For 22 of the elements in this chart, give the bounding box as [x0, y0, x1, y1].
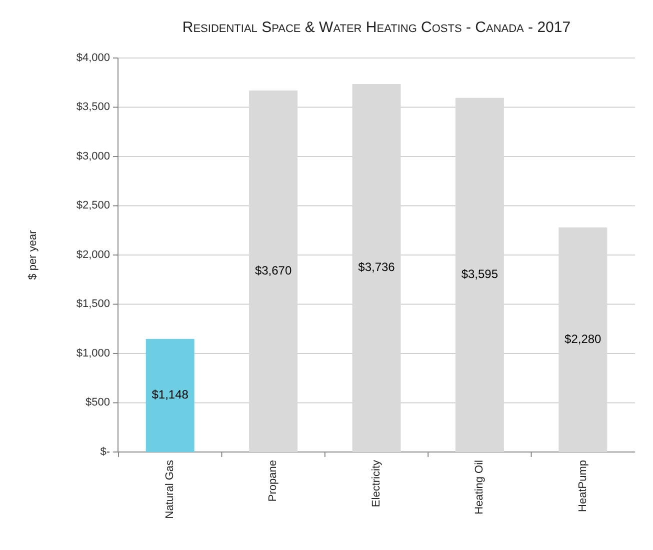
y-tick-label: $1,000	[76, 347, 110, 360]
data-label: $3,736	[358, 260, 396, 274]
x-tick-label: HeatPump	[576, 460, 589, 512]
y-tick-label: $2,000	[76, 248, 110, 261]
data-label: $2,280	[564, 332, 602, 346]
y-tick-label: $500	[86, 396, 110, 409]
x-tick-label: Propane	[267, 460, 280, 502]
x-tick-label: Heating Oil	[474, 460, 486, 514]
y-tick-label: $4,000	[76, 52, 110, 64]
data-label: $3,670	[254, 263, 292, 278]
x-tick-label: Electricity	[370, 460, 382, 508]
y-tick-label: $2,500	[76, 200, 110, 212]
data-label: $1,148	[152, 388, 189, 402]
y-axis-title: $ per year	[27, 230, 39, 280]
chart-title: Residential Space & Water Heating Costs - Canada - 2017	[182, 19, 571, 36]
bar	[146, 338, 194, 452]
y-tick-label: $3,000	[76, 150, 110, 162]
y-tick-label: $-	[100, 446, 110, 458]
data-label: $3,595	[461, 267, 498, 282]
y-tick-label: $3,500	[76, 101, 110, 114]
y-tick-label: $1,500	[76, 298, 110, 310]
x-tick-label: Natural Gas	[164, 460, 176, 519]
